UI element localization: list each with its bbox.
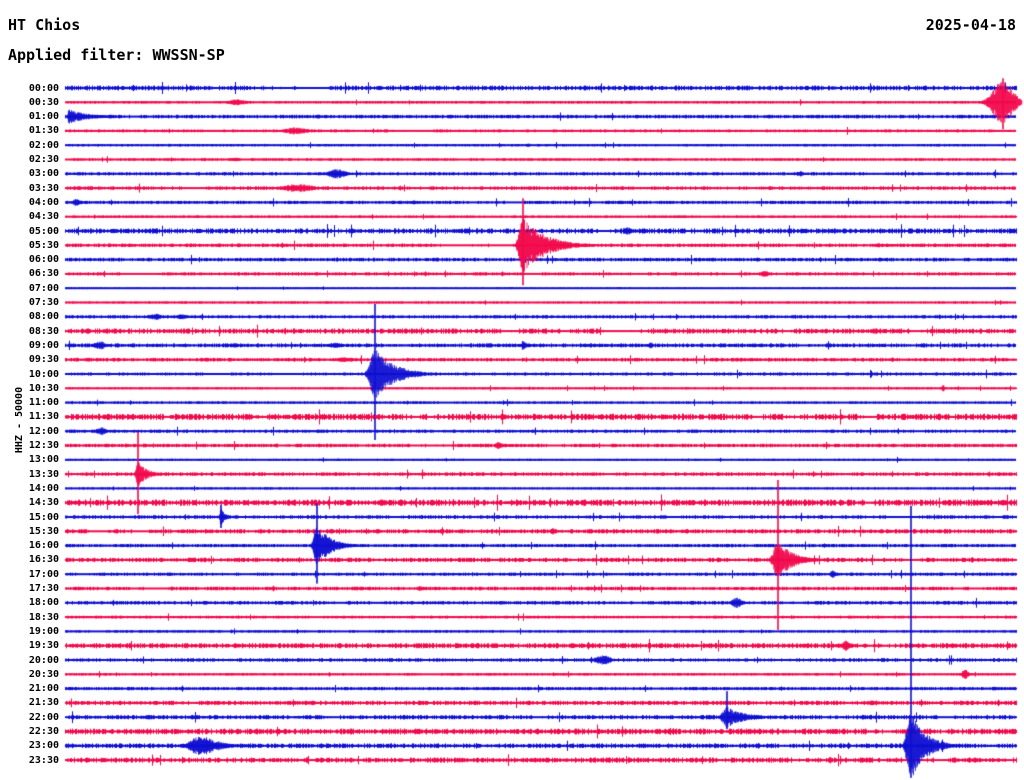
helicorder-plot: HT Chios 2025-04-18 Applied filter: WWSS… — [0, 0, 1024, 780]
helicorder-canvas — [0, 0, 1024, 780]
